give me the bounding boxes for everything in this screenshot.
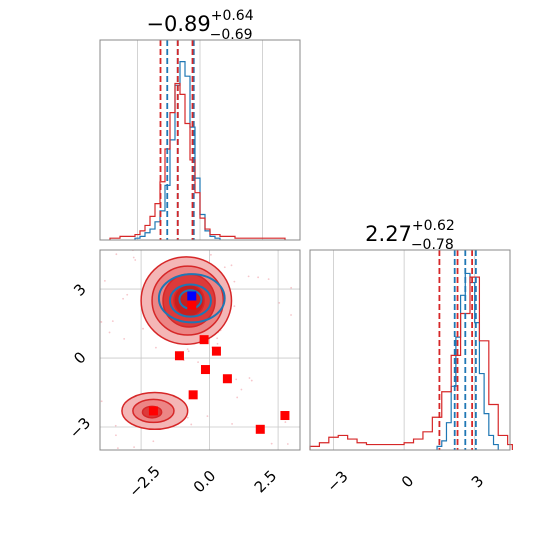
red-square-marker (174, 351, 184, 361)
sample-dot (257, 276, 260, 279)
panel-title-x: −0.89+0.64 −0.69 (146, 8, 253, 43)
blue-square-marker (187, 291, 197, 301)
sample-dot (278, 301, 281, 304)
sample-dot (233, 280, 236, 283)
sample-dot (114, 424, 117, 427)
x-tick-label: 0.0 (190, 467, 220, 497)
sample-dot (210, 253, 212, 256)
red-square-marker (211, 346, 221, 356)
sample-dot (284, 421, 287, 423)
histogram-series (309, 272, 513, 450)
grid-lines (100, 250, 300, 450)
sample-dot (270, 442, 273, 445)
sample-dot (134, 259, 137, 261)
blue-density-contours (157, 273, 226, 324)
markers (148, 291, 290, 434)
sample-dot (100, 400, 103, 403)
sample-dot (108, 331, 111, 334)
histogram-line (109, 82, 286, 240)
sample-dot (111, 320, 114, 323)
sample-dot (223, 266, 226, 269)
x-tick-label: −3 (323, 467, 351, 495)
red-square-marker (280, 411, 290, 421)
x-tick-labels: −3 0 3 (323, 467, 487, 495)
red-square-marker (187, 300, 197, 310)
sample-dot (115, 434, 117, 437)
panel-frame (99, 39, 301, 241)
red-density-contours (121, 256, 233, 431)
histogram-series (109, 61, 286, 240)
sample-dot (133, 446, 135, 449)
title-lower-error: −0.69 (210, 27, 253, 43)
panel-marginal-x: −0.89+0.64 −0.69 (99, 8, 301, 241)
sample-dot (250, 379, 253, 382)
sample-dot (132, 256, 135, 259)
sample-dot (290, 314, 292, 316)
title-value: −0.89 (146, 12, 210, 36)
sample-dot (247, 275, 250, 278)
y-tick-labels: 3 0 −3 (66, 280, 94, 442)
sample-dot (231, 423, 233, 425)
histogram-line (436, 272, 499, 450)
sample-dot (235, 378, 238, 381)
sample-dot (248, 377, 251, 379)
title-upper-error: +0.62 (412, 218, 455, 234)
sample-dot (186, 348, 189, 351)
red-square-marker (222, 374, 232, 384)
sample-dot (240, 388, 243, 391)
red-square-marker (200, 365, 210, 375)
sample-dot (155, 346, 157, 349)
title-value: 2.27 (365, 222, 412, 246)
panel-title-y: 2.27+0.62 −0.78 (365, 218, 455, 253)
sample-dot (216, 337, 219, 340)
y-tick-label: 0 (70, 348, 89, 367)
sample-dot (230, 264, 233, 267)
y-tick-label: 3 (70, 280, 89, 299)
title-upper-error: +0.64 (211, 8, 254, 24)
x-tick-label: −2.5 (125, 462, 163, 500)
title-lower-error: −0.78 (411, 237, 454, 253)
panel-marginal-y: 2.27+0.62 −0.78 −3 0 3 (309, 218, 513, 496)
sample-dot (233, 305, 236, 308)
red-square-marker (188, 390, 198, 400)
sample-dot (286, 443, 289, 445)
sample-dot (122, 297, 124, 300)
sample-dot (152, 440, 155, 443)
sample-dot (103, 279, 106, 282)
panel-frame (309, 249, 511, 451)
sample-dot (186, 416, 189, 419)
sample-dot (236, 396, 239, 399)
sample-dot (187, 350, 190, 353)
sample-dot (190, 423, 193, 426)
red-square-marker (199, 335, 209, 345)
blue-contour (168, 283, 212, 318)
sample-dot (142, 327, 144, 330)
x-tick-labels: −2.5 0.0 2.5 (125, 462, 280, 500)
red-square-marker (255, 424, 265, 434)
sample-dot (123, 337, 126, 340)
sample-dot (116, 447, 119, 450)
blue-contour (157, 273, 226, 324)
sample-dot (267, 278, 270, 281)
sample-dot (126, 293, 129, 296)
x-tick-label: 2.5 (251, 467, 281, 497)
sample-dot (100, 321, 103, 323)
sample-dot (290, 286, 293, 289)
x-tick-label: 0 (398, 472, 417, 491)
grid-lines (333, 250, 476, 450)
red-square-marker (148, 406, 158, 416)
quantile-lines (438, 250, 477, 450)
panel-joint: −2.5 0.0 2.5 3 0 −3 (66, 249, 301, 501)
sample-dot (206, 415, 209, 418)
panel-frame (99, 249, 301, 451)
x-tick-label: 3 (468, 472, 487, 491)
y-tick-label: −3 (66, 414, 94, 442)
histogram-line (309, 276, 513, 450)
sample-dot (197, 361, 199, 364)
quantile-lines (159, 40, 195, 240)
sample-dot (115, 253, 118, 256)
sample-dot (216, 342, 219, 345)
